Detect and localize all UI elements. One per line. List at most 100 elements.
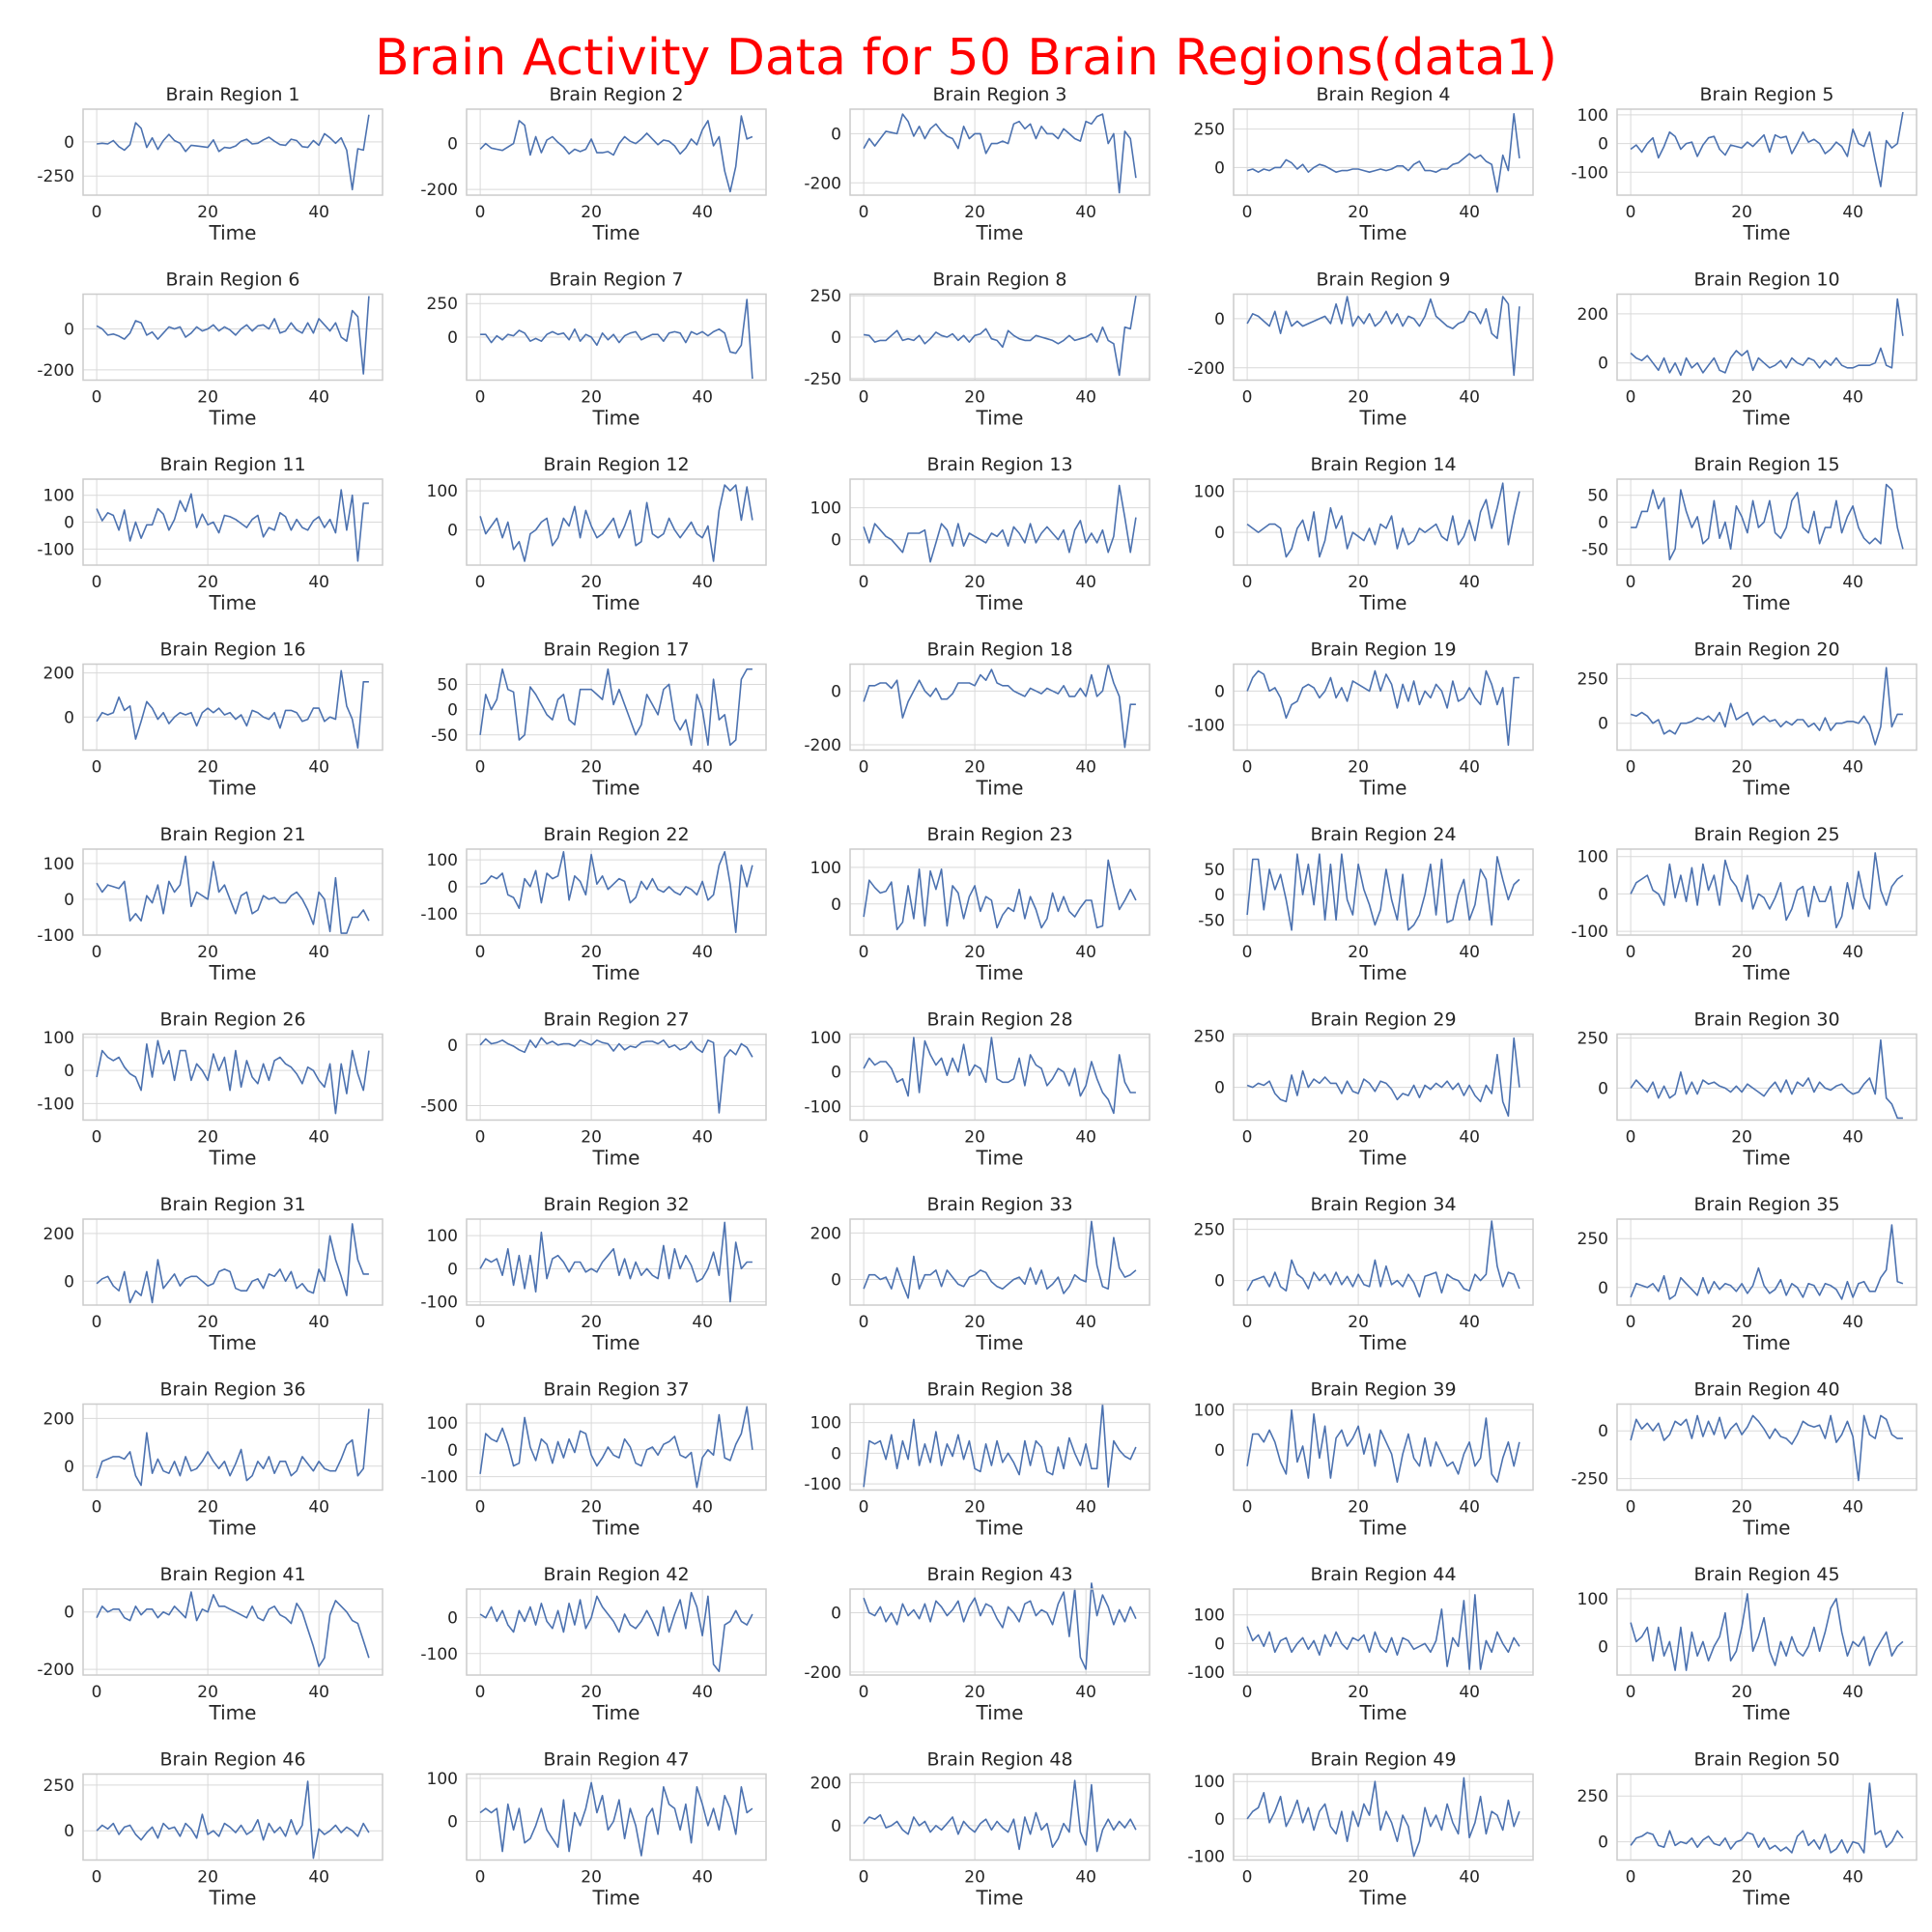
- subplot-24: Brain Region 24 0 20 40 -50 0 50 Time: [1198, 824, 1534, 984]
- plot-frame: [1616, 108, 1918, 196]
- subplot-title: Brain Region 7: [549, 270, 683, 291]
- plot-frame: [849, 663, 1151, 752]
- y-tick-label: 0: [1214, 1441, 1225, 1461]
- subplot-31: Brain Region 31 0 20 40 0 200 Time: [43, 1194, 384, 1354]
- plot-frame: [1616, 848, 1918, 936]
- plot-frame: [466, 848, 767, 936]
- series-line: [863, 1779, 1137, 1853]
- plot-frame: [1233, 1033, 1534, 1122]
- subplot-title: Brain Region 22: [543, 824, 689, 845]
- x-tick-label: 20: [964, 1683, 985, 1702]
- x-tick-label: 20: [197, 1683, 218, 1702]
- y-tick-label: -100: [1187, 716, 1225, 735]
- plot-frame: [1233, 478, 1534, 566]
- series-line: [863, 484, 1137, 563]
- subplot-10: Brain Region 10 0 20 40 0 200 Time: [1577, 270, 1918, 430]
- x-tick-label: 0: [475, 203, 486, 222]
- y-tick-label: 250: [1577, 1230, 1608, 1249]
- x-tick-label: 0: [1242, 943, 1253, 962]
- x-tick-label: 40: [1075, 203, 1096, 222]
- subplot-28: Brain Region 28 0 20 40 -100 0 100 Time: [804, 1009, 1151, 1170]
- subplot-title: Brain Region 10: [1693, 270, 1839, 291]
- y-tick-label: 0: [447, 135, 458, 155]
- x-tick-label: 0: [1626, 943, 1636, 962]
- x-tick-label: 20: [1731, 1683, 1752, 1702]
- x-tick-label: 0: [1242, 1498, 1253, 1518]
- x-axis-label: Time: [592, 591, 640, 614]
- y-tick-label: -200: [37, 1661, 74, 1680]
- x-tick-label: 40: [1842, 1868, 1863, 1888]
- plot-frame: [1616, 663, 1918, 752]
- y-tick-label: 250: [427, 295, 458, 314]
- y-tick-label: 100: [1194, 1773, 1225, 1792]
- x-tick-label: 20: [197, 388, 218, 408]
- plot-frame: [849, 108, 1151, 196]
- x-axis-label: Time: [1359, 407, 1407, 430]
- y-tick-label: 0: [1214, 1272, 1225, 1292]
- subplot-title: Brain Region 45: [1693, 1564, 1839, 1585]
- x-axis-label: Time: [209, 221, 257, 244]
- x-axis-label: Time: [209, 1701, 257, 1724]
- x-tick-label: 40: [1075, 1683, 1096, 1702]
- y-tick-label: 250: [810, 287, 841, 306]
- x-tick-label: 20: [1348, 1128, 1369, 1148]
- x-tick-label: 40: [1842, 1498, 1863, 1518]
- plot-frame: [466, 478, 767, 566]
- y-tick-label: -100: [1571, 923, 1608, 942]
- plot-frame: [82, 1773, 384, 1861]
- x-tick-label: 40: [692, 388, 713, 408]
- subplot-9: Brain Region 9 0 20 40 -200 0 Time: [1187, 270, 1534, 430]
- x-tick-label: 20: [1731, 1313, 1752, 1332]
- series-line: [863, 296, 1137, 377]
- x-tick-label: 40: [1842, 203, 1863, 222]
- y-tick-label: 0: [831, 1605, 841, 1624]
- x-tick-label: 20: [581, 1683, 602, 1702]
- plot-frame: [466, 1773, 767, 1861]
- x-tick-label: 0: [859, 1313, 869, 1332]
- x-tick-label: 20: [197, 1868, 218, 1888]
- y-tick-label: 0: [447, 1037, 458, 1056]
- subplot-title: Brain Region 12: [543, 454, 689, 475]
- y-tick-label: 100: [427, 1770, 458, 1789]
- x-tick-label: 20: [1731, 1498, 1752, 1518]
- x-tick-label: 0: [1242, 203, 1253, 222]
- series-line: [97, 114, 370, 191]
- y-tick-label: 50: [1587, 487, 1608, 506]
- x-tick-label: 0: [1626, 1683, 1636, 1702]
- x-axis-label: Time: [976, 1701, 1024, 1724]
- subplot-48: Brain Region 48 0 20 40 0 200 Time: [810, 1749, 1151, 1910]
- y-tick-label: 0: [1598, 715, 1608, 734]
- x-tick-label: 40: [1459, 1868, 1480, 1888]
- series-line: [1630, 1414, 1903, 1482]
- y-tick-label: 0: [1214, 158, 1225, 178]
- x-tick-label: 40: [1075, 943, 1096, 962]
- x-tick-label: 0: [475, 1868, 486, 1888]
- y-tick-label: 200: [43, 665, 74, 684]
- x-axis-label: Time: [1359, 1701, 1407, 1724]
- x-axis-label: Time: [1743, 1517, 1791, 1540]
- y-tick-label: 250: [1194, 121, 1225, 140]
- subplot-title: Brain Region 11: [159, 454, 305, 475]
- x-tick-label: 0: [475, 1128, 486, 1148]
- subplot-35: Brain Region 35 0 20 40 0 250 Time: [1577, 1194, 1918, 1354]
- plot-frame: [849, 1403, 1151, 1492]
- x-tick-label: 40: [1842, 943, 1863, 962]
- y-tick-label: 100: [43, 855, 74, 874]
- y-tick-label: 0: [1598, 1637, 1608, 1657]
- y-tick-label: -200: [804, 174, 841, 193]
- y-tick-label: -50: [431, 726, 458, 746]
- plot-frame: [849, 1033, 1151, 1122]
- plot-frame: [466, 1403, 767, 1492]
- x-tick-label: 40: [1842, 1683, 1863, 1702]
- plot-frame: [466, 293, 767, 382]
- subplot-8: Brain Region 8 0 20 40 -250 0 250 Time: [804, 270, 1151, 430]
- series-line: [479, 115, 753, 193]
- subplot-title: Brain Region 46: [159, 1749, 305, 1771]
- series-line: [863, 859, 1137, 931]
- x-tick-label: 40: [1075, 573, 1096, 592]
- x-tick-label: 40: [1842, 758, 1863, 778]
- subplot-49: Brain Region 49 0 20 40 -100 0 100 Time: [1187, 1749, 1534, 1910]
- x-axis-label: Time: [592, 1147, 640, 1170]
- y-tick-label: -200: [804, 736, 841, 755]
- x-tick-label: 40: [1842, 388, 1863, 408]
